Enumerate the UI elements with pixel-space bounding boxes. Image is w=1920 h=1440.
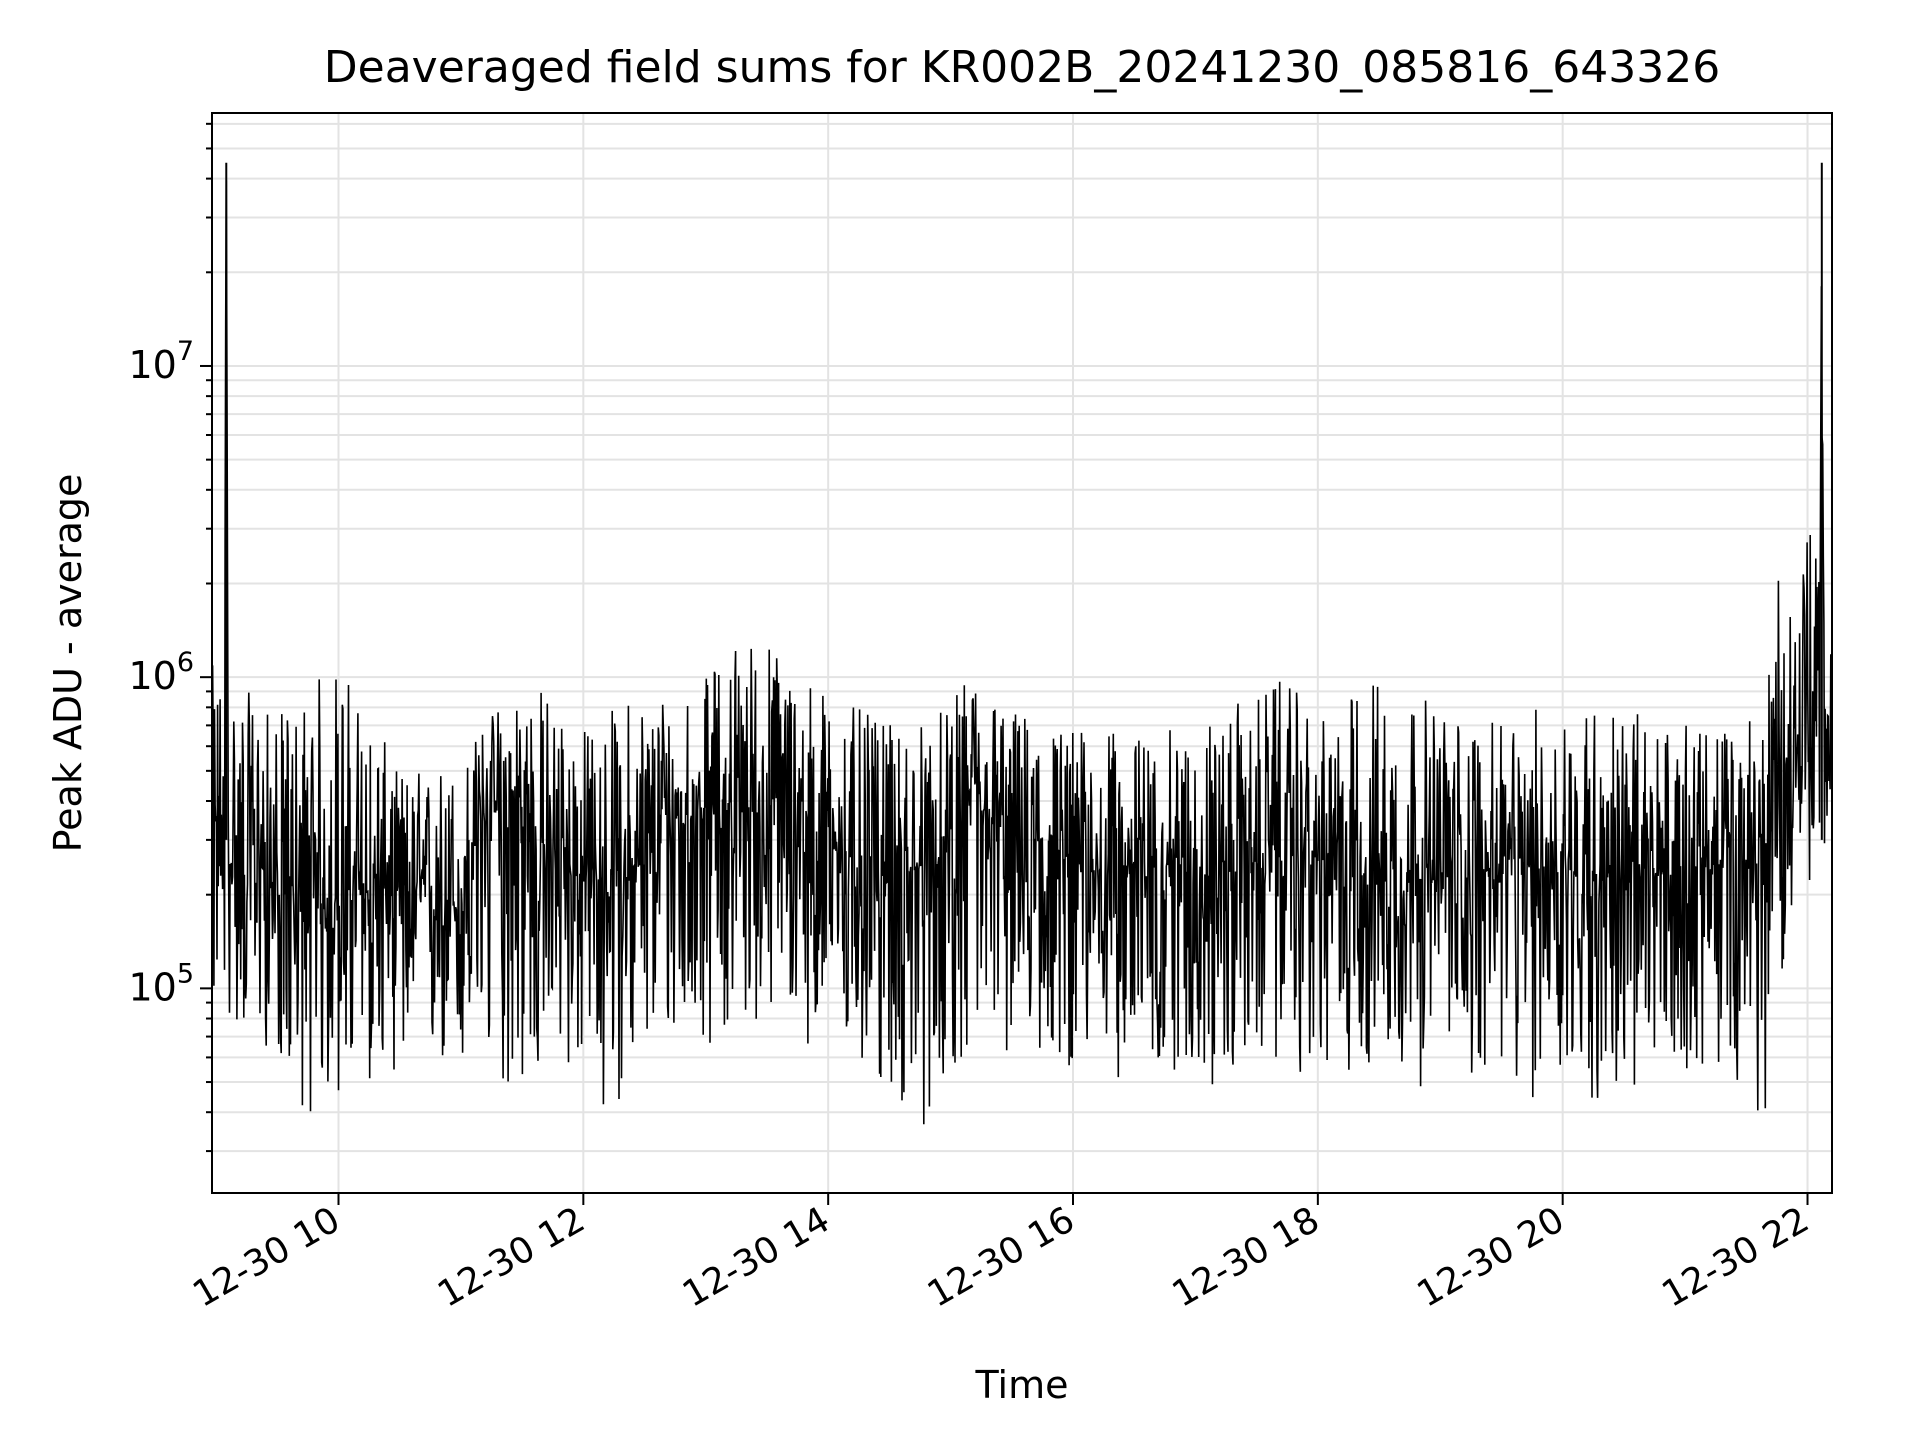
y-tick-exponent: 5 [177, 958, 194, 989]
x-tick-label: 12-30 22 [1655, 1199, 1816, 1315]
y-tick-label: 106 [128, 647, 194, 698]
y-axis-label: Peak ADU - average [46, 473, 90, 853]
grid-layer [212, 113, 1832, 1193]
series-line [212, 180, 1832, 1125]
x-tick-label: 12-30 12 [431, 1199, 592, 1315]
y-tick-label: 107 [128, 336, 194, 387]
x-tick-label: 12-30 10 [186, 1199, 347, 1315]
x-tick-label: 12-30 18 [1166, 1199, 1327, 1315]
y-tick-exponent: 6 [177, 647, 194, 678]
y-tick-exponent: 7 [177, 336, 194, 367]
chart-title: Deaveraged field sums for KR002B_2024123… [323, 42, 1721, 93]
y-tick-label: 105 [128, 958, 194, 1009]
plot-frame [211, 112, 1833, 1194]
x-axis-label: Time [975, 1363, 1069, 1407]
x-tick-label: 12-30 20 [1411, 1199, 1572, 1315]
data-layer [212, 162, 1832, 1125]
x-tick-label: 12-30 16 [921, 1199, 1082, 1315]
x-tick-label: 12-30 14 [676, 1199, 837, 1315]
